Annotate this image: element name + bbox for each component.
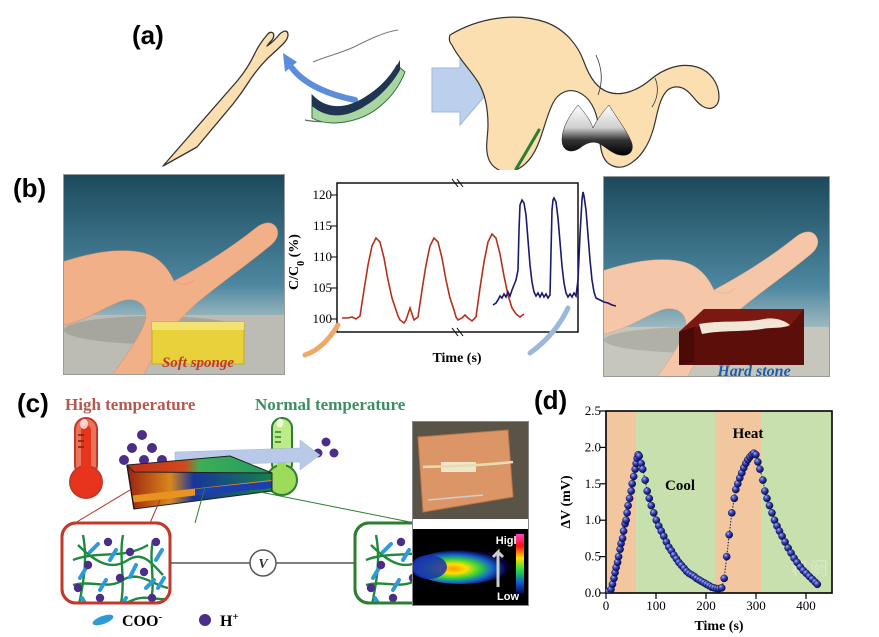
svg-text:100: 100 bbox=[646, 598, 666, 613]
svg-text:Cool: Cool bbox=[665, 478, 695, 494]
svg-text:C/C0 (%): C/C0 (%) bbox=[287, 234, 307, 290]
svg-text:1.0: 1.0 bbox=[585, 512, 601, 527]
svg-text:105: 105 bbox=[313, 280, 333, 295]
svg-text:0: 0 bbox=[603, 598, 610, 613]
svg-text:Time (s): Time (s) bbox=[694, 619, 743, 634]
svg-text:1.5: 1.5 bbox=[585, 476, 601, 491]
svg-text:High temperature: High temperature bbox=[65, 395, 196, 414]
svg-text:Heat: Heat bbox=[733, 426, 764, 442]
svg-text:2.5: 2.5 bbox=[585, 403, 601, 418]
svg-text:200: 200 bbox=[696, 598, 716, 613]
svg-text:300: 300 bbox=[746, 598, 766, 613]
svg-text:Normal temperature: Normal temperature bbox=[255, 395, 406, 414]
svg-text:ΔV (mV): ΔV (mV) bbox=[559, 475, 574, 529]
svg-text:100: 100 bbox=[313, 311, 333, 326]
svg-text:120: 120 bbox=[313, 187, 333, 202]
svg-text:H+: H+ bbox=[220, 611, 239, 630]
svg-text:115: 115 bbox=[313, 218, 332, 233]
svg-text:2.0: 2.0 bbox=[585, 439, 601, 454]
svg-text:0.5: 0.5 bbox=[585, 549, 601, 564]
svg-text:0.0: 0.0 bbox=[585, 585, 601, 600]
svg-text:400: 400 bbox=[796, 598, 816, 613]
svg-text:110: 110 bbox=[313, 249, 332, 264]
svg-text:Time (s): Time (s) bbox=[432, 351, 481, 366]
svg-text:Hard stone: Hard stone bbox=[716, 363, 790, 376]
svg-text:COO-: COO- bbox=[122, 611, 162, 630]
svg-text:Soft sponge: Soft sponge bbox=[162, 355, 234, 371]
